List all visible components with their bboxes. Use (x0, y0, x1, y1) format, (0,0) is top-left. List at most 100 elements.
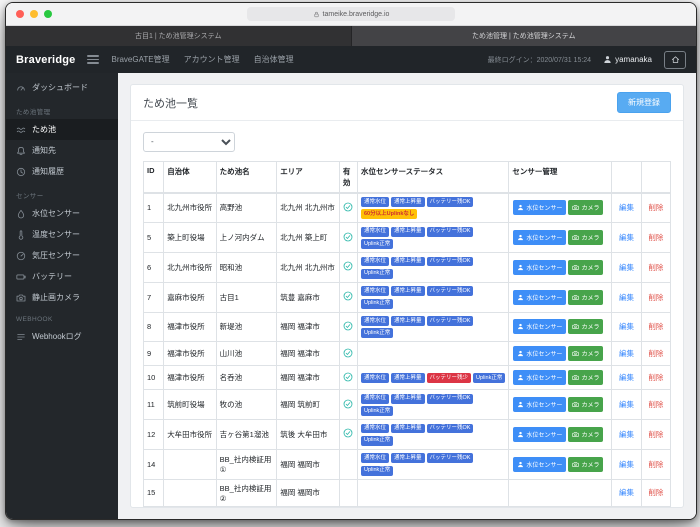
address-bar[interactable]: tameike.braveridge.io (247, 7, 455, 21)
delete-link[interactable]: 削除 (648, 400, 664, 410)
camera-button[interactable]: カメラ (568, 259, 604, 275)
camera-button[interactable]: カメラ (568, 370, 604, 386)
camera-button[interactable]: カメラ (568, 289, 604, 305)
camera-button[interactable]: カメラ (568, 426, 604, 442)
status-badge: Uplink正常 (361, 328, 394, 339)
filter-select[interactable]: - (143, 131, 235, 152)
tab-bar: 古目1 | ため池管理システム ため池管理 | ため池管理システム (6, 26, 696, 46)
camera-button[interactable]: カメラ (568, 456, 604, 472)
delete-link[interactable]: 削除 (648, 203, 664, 213)
table-row: 8 福津市役所 新堤池 福岡 福津市 通常水位 通常上昇量 バッテリー残OK Uplink正常… (142, 311, 672, 343)
browser-tab-inactive[interactable]: 古目1 | ため池管理システム (6, 26, 352, 46)
camera-button[interactable]: カメラ (568, 397, 604, 413)
status-badge: バッテリー残少 (426, 373, 472, 383)
cell-municipality (163, 478, 217, 507)
delete-link[interactable]: 削除 (648, 373, 664, 383)
edit-link[interactable]: 編集 (619, 262, 635, 272)
sidebar-item-tameike[interactable]: ため池 (6, 119, 118, 140)
nav-item-account[interactable]: アカウント管理 (183, 55, 240, 64)
new-registration-button[interactable]: 新規登録 (617, 92, 671, 113)
home-button[interactable] (664, 50, 686, 69)
sidebar-item-pressure-sensor[interactable]: 気圧センサー (6, 245, 118, 266)
edit-link[interactable]: 編集 (619, 349, 635, 359)
sidebar-item-notification-history[interactable]: 通知履歴 (6, 161, 118, 182)
column-header-water-sensor-status: 水位センサーステータス (356, 160, 510, 194)
camera-button[interactable]: カメラ (568, 230, 604, 246)
cell-area: 福岡 福津市 (276, 365, 340, 391)
cell-area: 北九州 北九州市 (276, 252, 340, 283)
cell-municipality: 福津市役所 (163, 311, 217, 343)
water-sensor-button[interactable]: 水位センサー (513, 370, 567, 386)
cell-status: 通常水位 通常上昇量 バッテリー残OK Uplink正常 (356, 252, 510, 283)
edit-link[interactable]: 編集 (619, 203, 635, 213)
cell-sensor-management: 水位センサーカメラ (508, 341, 613, 367)
water-sensor-button[interactable]: 水位センサー (513, 346, 567, 362)
delete-link[interactable]: 削除 (648, 429, 664, 439)
edit-link[interactable]: 編集 (619, 488, 635, 497)
sidebar-item-label: 温度センサー (32, 230, 80, 239)
cell-status: 通常水位 通常上昇量 バッテリー残OK Uplink正常 (356, 389, 510, 420)
water-sensor-button[interactable]: 水位センサー (513, 230, 567, 246)
sidebar-item-temperature-sensor[interactable]: 温度センサー (6, 224, 118, 245)
water-sensor-button[interactable]: 水位センサー (513, 259, 567, 275)
cell-id: 9 (142, 341, 165, 367)
water-sensor-button[interactable]: 水位センサー (513, 426, 567, 442)
status-badge: 通常上昇量 (391, 256, 425, 267)
edit-link[interactable]: 編集 (619, 292, 635, 302)
sidebar-item-webhook-log[interactable]: Webhookログ (6, 326, 118, 347)
nav-item-municipality[interactable]: 自治体管理 (253, 55, 294, 64)
column-header-id: ID (142, 160, 165, 194)
water-sensor-button[interactable]: 水位センサー (513, 200, 567, 216)
delete-link[interactable]: 削除 (648, 262, 664, 272)
status-badge: Uplink正常 (361, 239, 394, 249)
camera-button[interactable]: カメラ (568, 346, 604, 362)
delete-link[interactable]: 削除 (648, 459, 664, 469)
sidebar-item-battery[interactable]: バッテリー (6, 266, 118, 287)
camera-button[interactable]: カメラ (568, 200, 604, 216)
cell-municipality: 北九州市役所 (163, 191, 217, 224)
column-header-delete (640, 160, 672, 194)
edit-link[interactable]: 編集 (619, 373, 635, 383)
edit-link[interactable]: 編集 (619, 322, 635, 332)
cell-edit: 編集 (611, 419, 642, 450)
menu-icon[interactable] (87, 55, 100, 64)
cell-municipality: 筑前町役場 (163, 389, 217, 420)
browser-tab-active[interactable]: ため池管理 | ため池管理システム (351, 26, 696, 46)
status-badge: 通常水位 (361, 286, 390, 297)
delete-link[interactable]: 削除 (648, 233, 664, 243)
zoom-window-button[interactable] (44, 10, 52, 18)
minimize-window-button[interactable] (30, 10, 38, 18)
water-sensor-button[interactable]: 水位センサー (513, 397, 567, 413)
delete-link[interactable]: 削除 (648, 488, 664, 497)
sidebar-item-dashboard[interactable]: ダッシュボード (6, 77, 118, 98)
home-icon (671, 55, 680, 64)
sidebar-item-notification-dest[interactable]: 通知先 (6, 140, 118, 161)
cell-area: 福岡 福岡市 (276, 448, 340, 480)
cell-delete: 削除 (640, 365, 672, 391)
status-badge: 通常上昇量 (391, 197, 425, 207)
bell-icon (16, 146, 26, 156)
water-sensor-button[interactable]: 水位センサー (513, 319, 567, 335)
edit-link[interactable]: 編集 (619, 233, 635, 243)
nav-item-bravegate[interactable]: BraveGATE管理 (111, 55, 170, 64)
camera-button[interactable]: カメラ (568, 319, 604, 335)
edit-link[interactable]: 編集 (619, 400, 635, 410)
table-row: 9 福津市役所 山川池 福岡 福津市 水位センサー カメラ 編集 削除 (142, 341, 672, 367)
sidebar-item-still-camera[interactable]: 静止画カメラ (6, 287, 118, 308)
page-title: ため池一覧 (143, 97, 198, 110)
sidebar-item-water-level-sensor[interactable]: 水位センサー (6, 203, 118, 224)
cell-area: 福岡 福岡市 (276, 478, 340, 507)
water-sensor-button[interactable]: 水位センサー (513, 456, 567, 472)
status-badge: 通常水位 (361, 226, 390, 237)
edit-link[interactable]: 編集 (619, 429, 635, 439)
status-badge: Uplink正常 (361, 406, 394, 416)
water-sensor-button[interactable]: 水位センサー (513, 289, 567, 305)
edit-link[interactable]: 編集 (619, 459, 635, 469)
user-menu[interactable]: yamanaka (603, 55, 652, 64)
delete-link[interactable]: 削除 (648, 349, 664, 359)
delete-link[interactable]: 削除 (648, 322, 664, 332)
brand-logo[interactable]: Braveridge (16, 53, 76, 66)
delete-link[interactable]: 削除 (648, 292, 664, 302)
close-window-button[interactable] (16, 10, 24, 18)
